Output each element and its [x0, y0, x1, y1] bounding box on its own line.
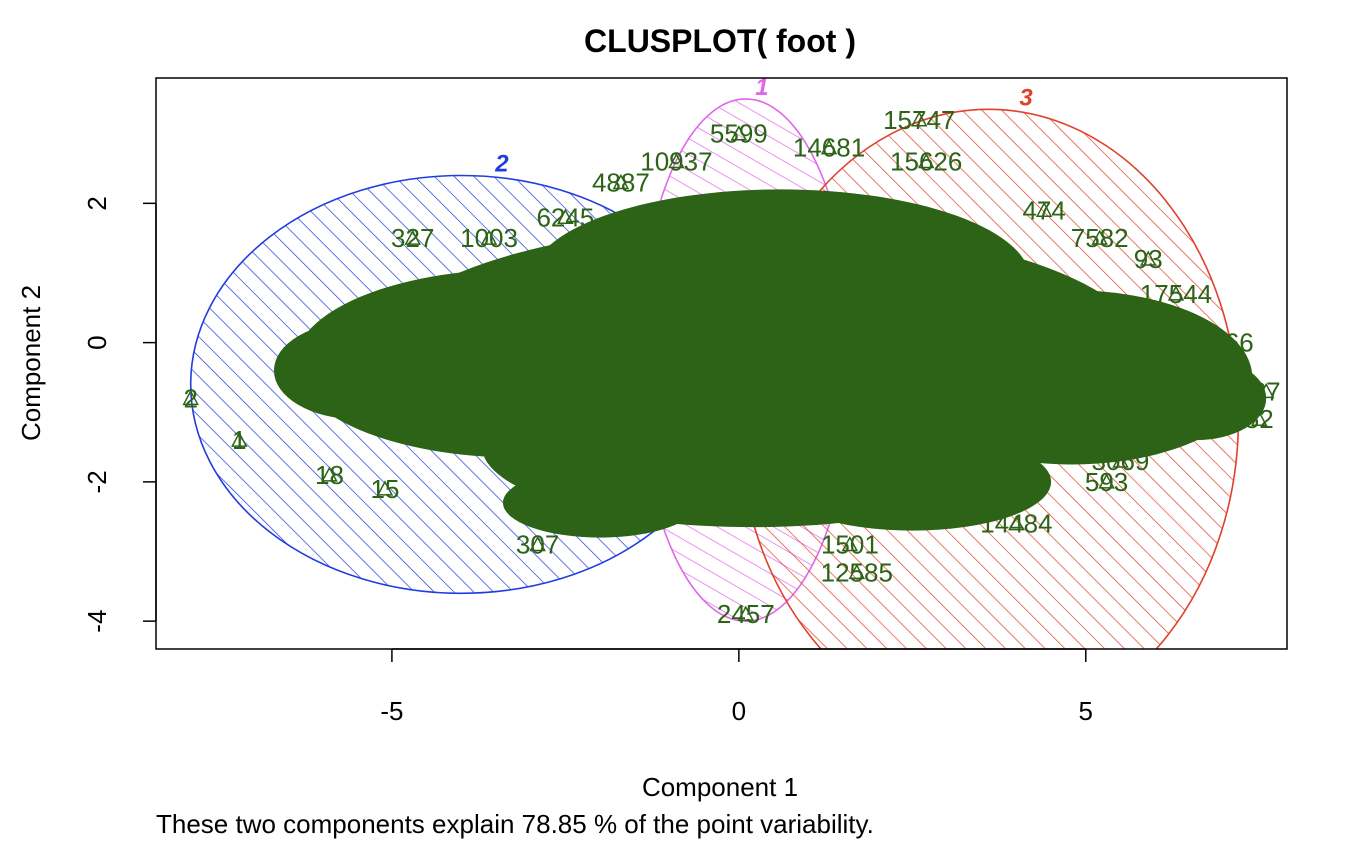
cluster-3-label: 3 [1019, 84, 1033, 111]
point-marker [730, 125, 748, 141]
point-label-text: 327 [391, 223, 434, 253]
point-label-text: 67566 [1181, 328, 1253, 358]
point-label: 15 [371, 474, 400, 504]
point-label: 1003 [460, 223, 518, 253]
point-marker [404, 229, 421, 245]
point-label: 3069 [1092, 446, 1150, 476]
point-label-text: 14681 [793, 133, 865, 163]
point-marker [231, 431, 248, 447]
point-label: 52 [1245, 404, 1274, 434]
point-marker [376, 480, 394, 496]
point-marker [820, 139, 838, 155]
point-label-text: 18 [315, 460, 344, 490]
point-label-text: 1501 [821, 530, 879, 560]
point-label: 17544 [1140, 279, 1212, 309]
y-tick-label: -2 [82, 470, 112, 493]
point-label-text: 3069 [1092, 446, 1150, 476]
point-label-text: 1 [232, 425, 246, 455]
point-marker [1098, 473, 1115, 489]
point-label: 593 [1085, 467, 1128, 497]
point-label-text: 6245 [536, 202, 594, 232]
point-label: 2 [182, 383, 199, 413]
point-label: 327 [391, 223, 434, 253]
point-label: 6245 [536, 202, 594, 232]
point-label: 2457 [717, 599, 775, 629]
point-label: 10937 [640, 147, 712, 177]
point-label-text: 5599 [710, 119, 768, 149]
point-marker [1209, 334, 1226, 350]
point-label-text: 474 [1022, 195, 1065, 225]
point-label: 4887 [592, 167, 650, 197]
point-label-text: 593 [1085, 467, 1128, 497]
point-label-text: 15 [371, 474, 400, 504]
point-marker [737, 605, 755, 621]
point-label-text: 2 [183, 383, 197, 413]
point-label: 67566 [1181, 328, 1253, 358]
point-marker [612, 173, 630, 190]
chart-subtitle: These two components explain 78.85 % of … [156, 809, 874, 839]
y-tick-label: 2 [82, 196, 112, 210]
point-label: 14484 [980, 509, 1052, 539]
point-label: 93 [1134, 244, 1163, 274]
point-label-text: 7582 [1071, 223, 1129, 253]
point-label-text: 1003 [460, 223, 518, 253]
point-label-text: 4887 [592, 167, 650, 197]
point-label: 307 [516, 530, 559, 560]
point-marker [1167, 285, 1185, 301]
point-label: 1501 [821, 530, 879, 560]
point-label-text: 2457 [717, 599, 775, 629]
y-axis-label: Component 2 [16, 285, 46, 441]
point-marker [321, 466, 338, 482]
point-label-text: 93 [1134, 244, 1163, 274]
point-marker [1250, 410, 1268, 426]
point-label-text: 17544 [1140, 279, 1212, 309]
point-label: 7582 [1071, 223, 1129, 253]
x-tick-label: 0 [732, 696, 746, 726]
point-label: 12585 [821, 557, 893, 587]
point-marker [480, 229, 498, 245]
x-tick-label: -5 [380, 696, 403, 726]
point-marker [917, 152, 935, 169]
point-marker [1257, 382, 1275, 399]
point-marker [1008, 515, 1025, 531]
cluster-1-label: 1 [755, 74, 768, 101]
point-label-text: 14484 [980, 509, 1052, 539]
point-label: 18 [315, 460, 344, 490]
point-label-text: 15626 [890, 147, 962, 177]
point-label-text: 12585 [821, 557, 893, 587]
point-marker [182, 389, 199, 406]
point-label-text: 15747 [883, 105, 955, 135]
point-marker [668, 152, 685, 169]
point-marker [910, 111, 928, 127]
point-label: 37 [1252, 376, 1281, 406]
point-marker [1139, 250, 1157, 266]
point-label: 1 [231, 425, 248, 455]
point-cloud [273, 189, 1267, 538]
point-label-text: 37 [1252, 376, 1281, 406]
x-axis: -5 0 5 [380, 648, 1093, 726]
point-marker [1035, 201, 1053, 218]
point-label: 15747 [883, 105, 955, 135]
point-marker [529, 535, 546, 552]
point-label: 5599 [710, 119, 768, 149]
chart-title: CLUSPLOT( foot ) [584, 23, 856, 59]
point-marker [848, 563, 866, 580]
point-label: 474 [1022, 195, 1065, 225]
point-label-text: 10937 [640, 147, 712, 177]
point-label-text: 52 [1245, 404, 1274, 434]
point-marker [1112, 452, 1129, 468]
point-marker [841, 535, 859, 552]
x-tick-label: 5 [1079, 696, 1093, 726]
point-label-text: 307 [516, 530, 559, 560]
y-tick-label: 0 [82, 335, 112, 349]
point-label: 14681 [793, 133, 865, 163]
x-axis-label: Component 1 [642, 772, 798, 802]
point-marker [557, 208, 574, 225]
point-marker [1091, 229, 1108, 245]
y-tick-label: -4 [82, 610, 112, 633]
point-label: 15626 [890, 147, 962, 177]
cluster-2-label: 2 [494, 150, 509, 177]
y-axis: -4 -2 0 2 [82, 196, 157, 633]
